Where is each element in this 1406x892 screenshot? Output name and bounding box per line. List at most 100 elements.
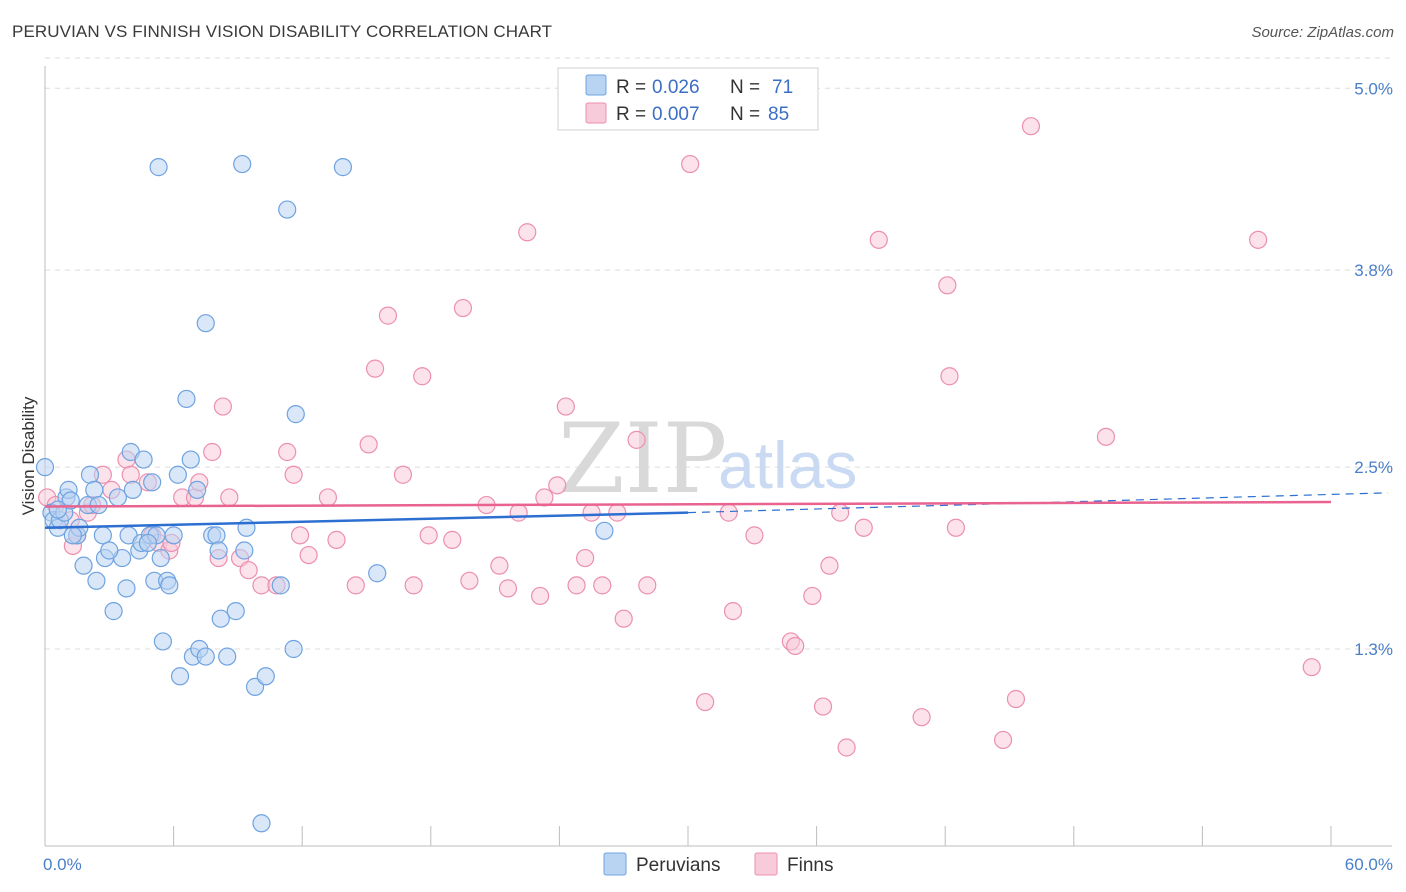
peruvians-n-value: 71 <box>772 77 793 98</box>
finns-point <box>284 465 303 484</box>
finns-point <box>627 430 646 449</box>
watermark-zip: ZIP <box>558 403 727 515</box>
finns-point <box>993 730 1013 750</box>
peruvians-point <box>218 647 237 666</box>
peruvians-point <box>164 526 183 545</box>
legend-peruvians-swatch <box>603 852 627 876</box>
peruvians-point <box>87 571 106 590</box>
peruvians-point <box>117 579 136 598</box>
finns-point <box>831 503 850 522</box>
peruvians-point <box>233 154 252 174</box>
y-axis-title: Vision Disability <box>19 396 38 515</box>
finns-point <box>813 697 833 716</box>
finns-swatch <box>585 102 607 124</box>
peruvians-trend-line <box>44 511 689 530</box>
grid-lines <box>45 57 1392 650</box>
stats-legend: R = 0.026 N = 71 R = 0.007 N = 85 <box>557 67 819 131</box>
finns-point <box>490 556 509 575</box>
finns-point <box>567 576 586 595</box>
finns-point <box>239 561 258 580</box>
peruvians-point <box>278 200 297 219</box>
peruvians-point <box>368 564 387 583</box>
finns-point <box>938 276 957 295</box>
finns-point <box>912 708 931 727</box>
peruvians-points <box>35 154 614 833</box>
peruvians-point <box>100 541 119 560</box>
peruvians-point <box>153 632 172 651</box>
peruvians-point <box>89 495 108 515</box>
axes <box>44 66 1392 847</box>
watermark: ZIP atlas <box>558 403 857 515</box>
finns-point <box>614 609 633 628</box>
finns-point <box>404 576 423 595</box>
finns-point <box>548 476 567 495</box>
peruvians-point <box>235 541 254 560</box>
peruvians-swatch <box>585 74 607 96</box>
finns-point <box>359 435 378 454</box>
peruvians-point <box>134 450 153 469</box>
finns-point <box>460 571 479 590</box>
y-tick-label: 3.8% <box>1354 261 1393 280</box>
finns-point <box>290 526 310 545</box>
finns-point <box>346 576 365 595</box>
finns-point <box>518 223 537 242</box>
finns-point <box>696 692 715 712</box>
finns-point <box>723 602 743 621</box>
peruvians-point <box>85 480 104 499</box>
peruvians-point <box>123 480 142 499</box>
peruvians-point <box>35 458 55 477</box>
peruvians-point <box>226 602 245 621</box>
finns-point <box>803 586 822 606</box>
finns-point <box>719 503 738 522</box>
finns-point <box>820 556 839 575</box>
finns-point <box>786 636 805 656</box>
peruvians-point <box>271 576 290 595</box>
finns-point <box>535 488 554 507</box>
peruvians-r-label: R = <box>616 77 646 98</box>
peruvians-point <box>196 314 215 333</box>
x-tick-label: 0.0% <box>43 855 82 874</box>
peruvians-point <box>93 526 112 545</box>
finns-point <box>946 518 966 537</box>
finns-point <box>1021 117 1041 136</box>
finns-point <box>443 530 462 549</box>
finns-point <box>203 442 222 462</box>
finns-point <box>940 367 959 386</box>
finns-point <box>509 503 528 522</box>
legend-peruvians-label: Peruvians <box>636 855 721 876</box>
finns-point <box>638 576 657 595</box>
finns-point <box>681 154 700 174</box>
finns-point <box>453 298 473 318</box>
peruvians-point <box>63 526 82 545</box>
finns-point <box>1302 658 1321 677</box>
peruvians-r-value: 0.026 <box>652 77 700 98</box>
peruvians-point <box>207 526 226 545</box>
finns-point <box>498 579 518 598</box>
peruvians-point <box>149 158 168 177</box>
watermark-atlas: atlas <box>718 428 857 502</box>
finns-point <box>854 518 873 537</box>
finns-n-label: N = <box>730 104 760 125</box>
peruvians-point <box>160 576 179 595</box>
series-legend: Peruvians Finns <box>603 852 833 876</box>
tick-labels: 1.3% 2.5% 3.8% 5.0% 0.0% 60.0% <box>43 79 1393 874</box>
y-tick-label: 1.3% <box>1354 640 1393 659</box>
finns-point <box>869 230 888 249</box>
peruvians-point <box>151 548 170 568</box>
finns-point <box>393 465 413 484</box>
peruvians-n-label: N = <box>730 77 760 98</box>
y-tick-label: 2.5% <box>1354 458 1393 477</box>
peruvians-point <box>252 814 271 833</box>
peruvians-point <box>286 405 305 424</box>
finns-point <box>378 306 398 325</box>
peruvians-point <box>104 602 123 621</box>
finns-point <box>299 545 318 565</box>
finns-point <box>576 548 595 568</box>
peruvians-point <box>143 473 162 492</box>
chart-title: PERUVIAN VS FINNISH VISION DISABILITY CO… <box>12 22 553 41</box>
peruvians-point <box>177 389 196 409</box>
finns-trend-line <box>44 500 1332 508</box>
peruvians-point <box>181 450 200 469</box>
finns-r-value: 0.007 <box>652 104 700 125</box>
